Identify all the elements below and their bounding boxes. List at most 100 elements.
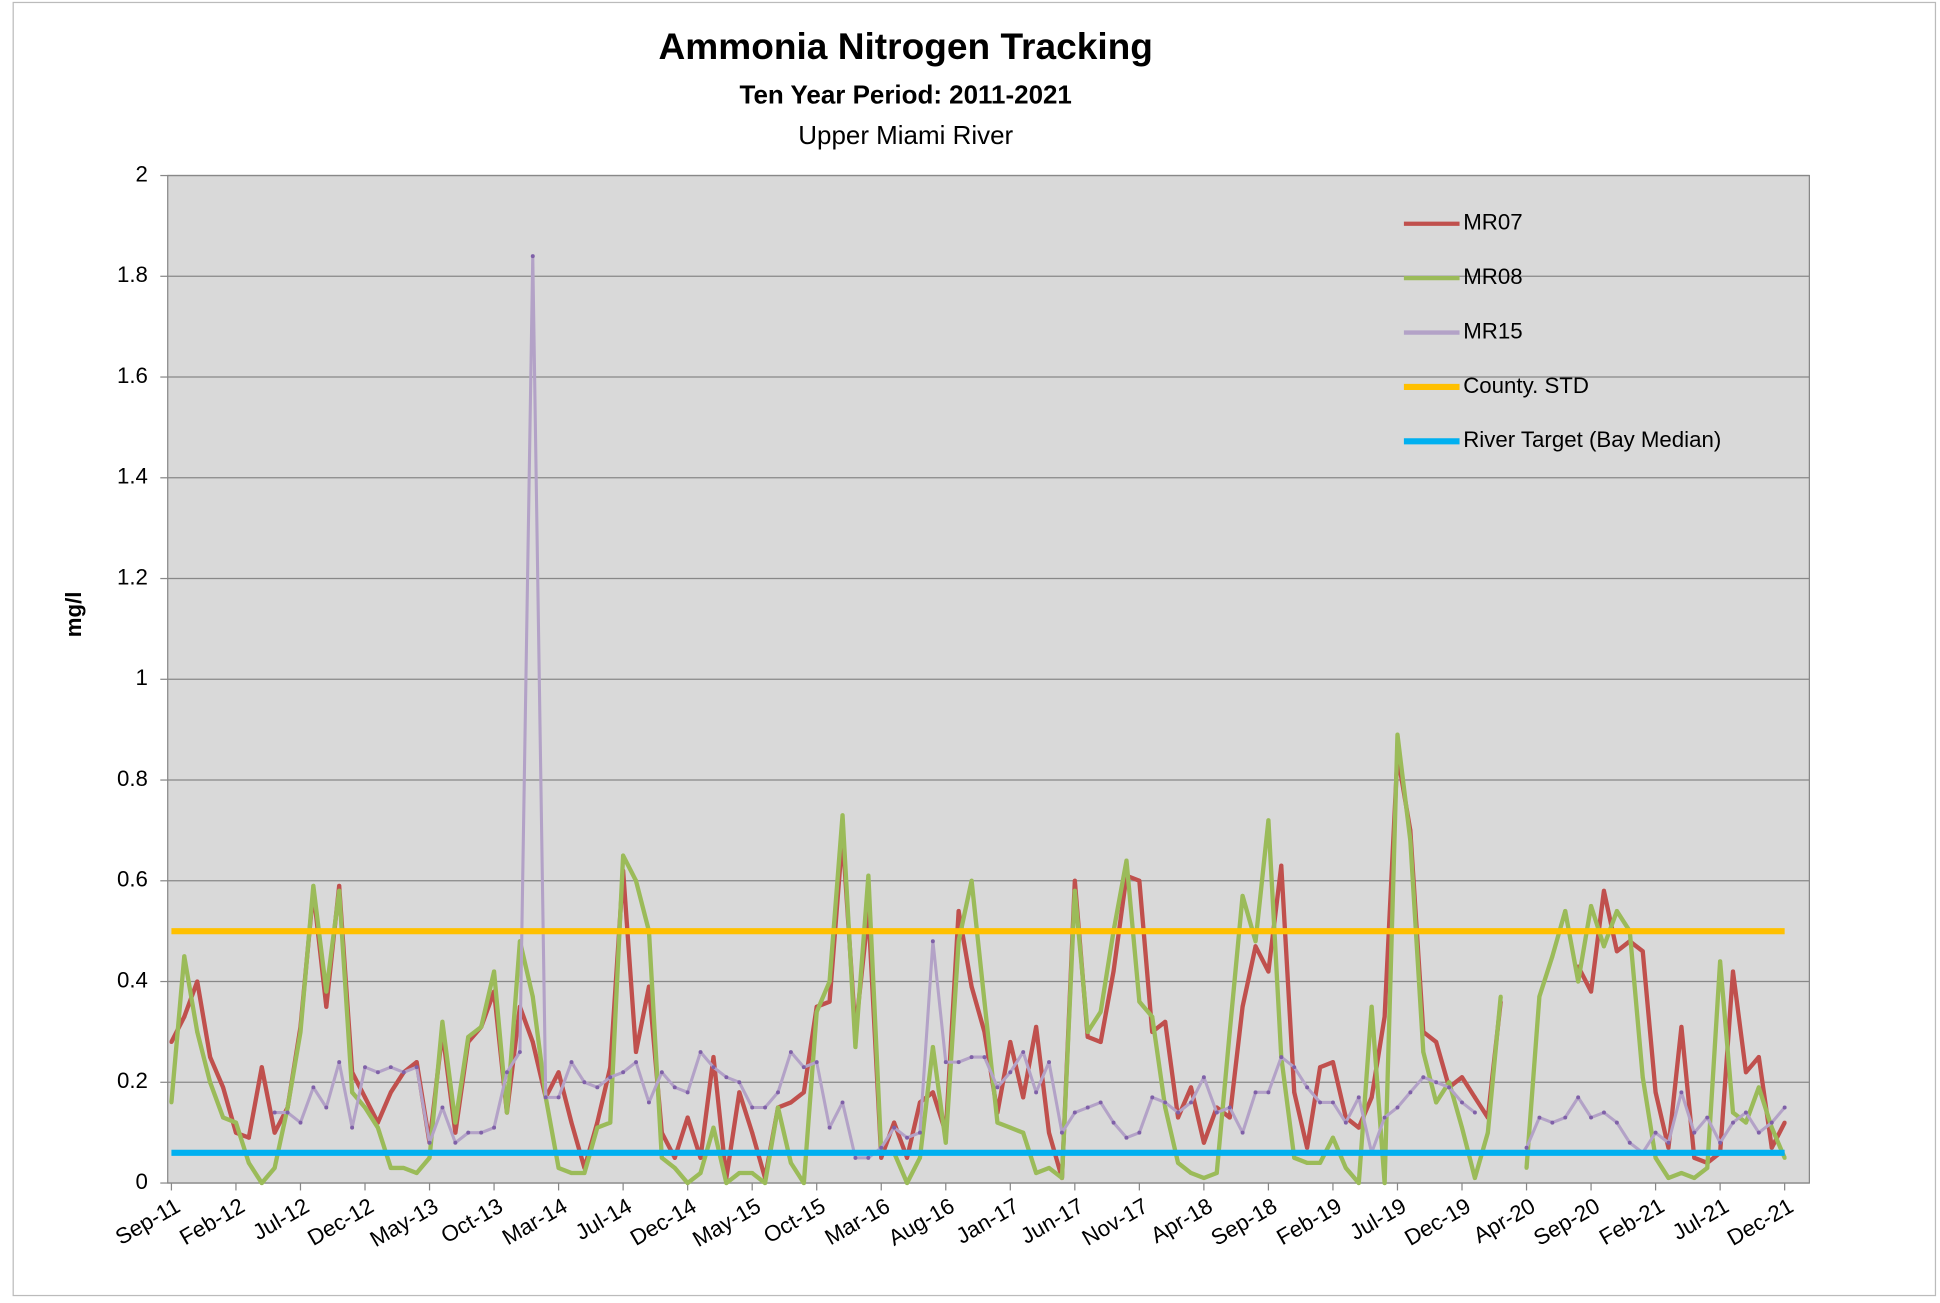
point [492, 969, 497, 974]
point [1731, 1120, 1736, 1125]
point [763, 1105, 768, 1110]
point [1614, 909, 1619, 913]
y-axis-label: mg/l [61, 592, 86, 638]
point [1692, 1176, 1697, 1180]
point [956, 909, 961, 913]
point [969, 984, 974, 989]
point [388, 1065, 393, 1070]
point [1434, 1080, 1439, 1085]
point [1769, 1145, 1774, 1150]
point [1718, 959, 1723, 964]
point [324, 989, 329, 994]
point [246, 1135, 251, 1140]
point [1666, 1145, 1671, 1150]
point [853, 1045, 858, 1050]
point [982, 1055, 987, 1060]
point [608, 1120, 613, 1125]
point [233, 1120, 238, 1125]
point [1343, 1165, 1348, 1170]
point [995, 1120, 1000, 1125]
point [1163, 1105, 1168, 1110]
point [401, 1165, 406, 1170]
point [1782, 1120, 1787, 1125]
point [1240, 1130, 1245, 1135]
point [1601, 888, 1606, 893]
point [1111, 1120, 1116, 1125]
point [1614, 949, 1619, 954]
point [1330, 1060, 1335, 1065]
point [1666, 1176, 1671, 1180]
point [556, 1070, 561, 1075]
point [917, 1130, 922, 1135]
point [1072, 878, 1077, 883]
point [763, 1181, 768, 1186]
point [801, 1090, 806, 1095]
point [659, 1155, 664, 1160]
legend-label: MR08 [1463, 264, 1522, 289]
point [1356, 1095, 1361, 1100]
point [1047, 1165, 1051, 1170]
point [556, 1165, 561, 1170]
point [259, 1181, 264, 1186]
point [363, 1105, 367, 1110]
point [1176, 1115, 1181, 1120]
point [737, 1080, 742, 1085]
point [1240, 893, 1245, 898]
point [982, 999, 987, 1004]
point [1098, 1100, 1103, 1105]
point [1653, 1090, 1658, 1095]
point [1214, 1110, 1219, 1115]
point [1563, 1115, 1568, 1120]
point [711, 1125, 716, 1130]
y-tick-label: 1.4 [117, 464, 148, 489]
point [453, 1140, 458, 1145]
point [1163, 1100, 1168, 1105]
point [1679, 1090, 1684, 1095]
point [1305, 1145, 1310, 1150]
legend-label: MR07 [1463, 210, 1522, 235]
point [1589, 1115, 1594, 1120]
point [1137, 1130, 1142, 1135]
point [1021, 1095, 1026, 1100]
point [1021, 1130, 1026, 1135]
point [788, 1160, 793, 1165]
point [1447, 1085, 1452, 1090]
point [195, 979, 200, 984]
y-tick-label: 1.6 [117, 363, 148, 388]
point [1421, 1075, 1426, 1080]
point [1743, 1120, 1748, 1125]
point [1343, 1120, 1348, 1125]
point [479, 1130, 484, 1135]
point [724, 1075, 729, 1080]
point [414, 1065, 419, 1070]
point [840, 1100, 845, 1105]
point [621, 853, 626, 858]
point [1034, 1090, 1039, 1095]
point [672, 1155, 677, 1160]
point [388, 1090, 393, 1095]
point [595, 1120, 600, 1125]
point [388, 1165, 393, 1170]
chart-subtitle-2: Upper Miami River [798, 120, 1013, 150]
point [866, 873, 871, 878]
point [350, 1090, 355, 1095]
point [453, 1130, 458, 1135]
point [995, 1085, 1000, 1090]
point [672, 1165, 677, 1170]
point [1756, 1085, 1761, 1090]
point [788, 1050, 793, 1055]
point [1227, 1105, 1232, 1110]
point [453, 1120, 458, 1125]
point [930, 939, 935, 944]
point [1034, 1170, 1039, 1175]
point [1292, 1090, 1297, 1095]
point [1330, 1100, 1335, 1105]
point [608, 1075, 613, 1080]
point [776, 1090, 780, 1095]
point [298, 1029, 303, 1034]
point [814, 1009, 819, 1014]
point [1266, 818, 1271, 823]
point [504, 1070, 509, 1075]
point [711, 1055, 716, 1060]
